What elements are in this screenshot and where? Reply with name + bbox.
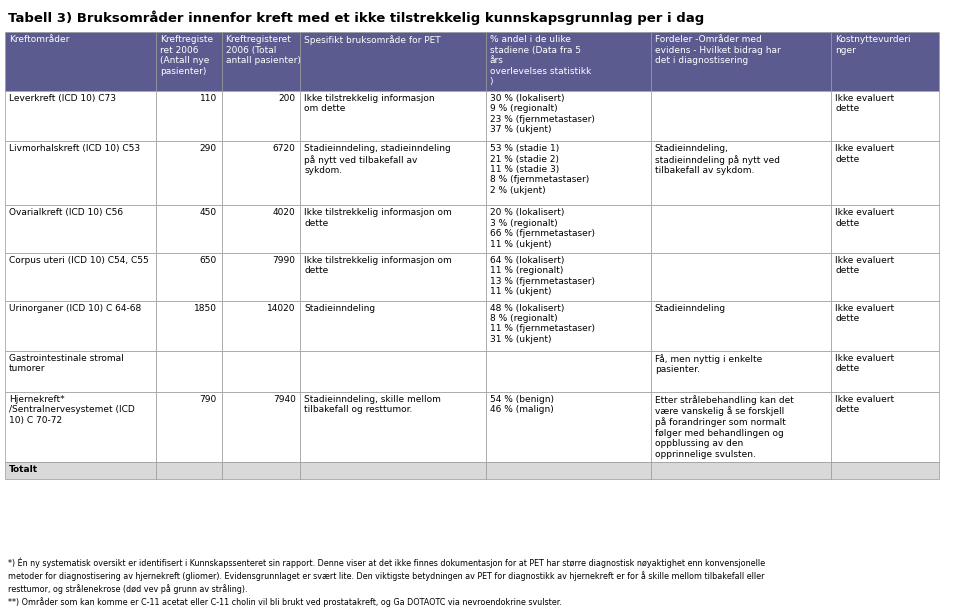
Bar (300, 141, 486, 205)
Bar (300, 462, 486, 479)
Bar (222, 351, 300, 392)
Bar (156, 253, 222, 301)
Bar (156, 351, 222, 392)
Bar (156, 141, 222, 205)
Text: resttumor, og strålenekrose (død vev på grunn av stråling).: resttumor, og strålenekrose (død vev på … (8, 584, 247, 594)
Text: 450: 450 (200, 208, 217, 218)
Bar (5, 32, 156, 91)
Bar (486, 205, 651, 253)
Text: Ikke tilstrekkelig informasjon om
dette: Ikke tilstrekkelig informasjon om dette (304, 256, 452, 276)
Text: 48 % (lokalisert)
8 % (regionalt)
11 % (fjernmetastaser)
31 % (ukjent): 48 % (lokalisert) 8 % (regionalt) 11 % (… (490, 304, 594, 344)
Text: Kreftregisteret
2006 (Total
antall pasienter): Kreftregisteret 2006 (Total antall pasie… (226, 35, 300, 65)
Text: Stadieinndeling: Stadieinndeling (655, 304, 726, 313)
Bar (156, 205, 222, 253)
Bar (486, 91, 651, 141)
Bar (5, 253, 156, 301)
Bar (5, 91, 156, 141)
Bar (156, 462, 222, 479)
Text: Kreftregiste
ret 2006
(Antall nye
pasienter): Kreftregiste ret 2006 (Antall nye pasien… (160, 35, 213, 76)
Bar (300, 351, 486, 392)
Text: Få, men nyttig i enkelte
pasienter.: Få, men nyttig i enkelte pasienter. (655, 354, 762, 374)
Text: Hjernekreft*
/Sentralnervesystemet (ICD
10) C 70-72: Hjernekreft* /Sentralnervesystemet (ICD … (9, 395, 134, 425)
Text: Leverkreft (ICD 10) C73: Leverkreft (ICD 10) C73 (9, 94, 115, 103)
Bar (5, 351, 156, 392)
Text: Kreftområder: Kreftområder (9, 35, 69, 45)
Bar (300, 301, 486, 351)
Bar (222, 141, 300, 205)
Text: Gastrointestinale stromal
tumorer: Gastrointestinale stromal tumorer (9, 354, 124, 373)
Bar (486, 392, 651, 462)
Text: 64 % (lokalisert)
11 % (regionalt)
13 % (fjernmetastaser)
11 % (ukjent): 64 % (lokalisert) 11 % (regionalt) 13 % … (490, 256, 594, 296)
Text: Ikke tilstrekkelig informasjon
om dette: Ikke tilstrekkelig informasjon om dette (304, 94, 435, 114)
Text: 110: 110 (200, 94, 217, 103)
Bar (831, 91, 939, 141)
Text: Totalt: Totalt (9, 465, 37, 474)
Text: Ikke evaluert
dette: Ikke evaluert dette (835, 354, 895, 373)
Bar (5, 205, 156, 253)
Text: Ikke tilstrekkelig informasjon om
dette: Ikke tilstrekkelig informasjon om dette (304, 208, 452, 228)
Bar (486, 141, 651, 205)
Bar (486, 462, 651, 479)
Text: 53 % (stadie 1)
21 % (stadie 2)
11 % (stadie 3)
8 % (fjernmetastaser)
2 % (ukjen: 53 % (stadie 1) 21 % (stadie 2) 11 % (st… (490, 144, 588, 195)
Bar (831, 141, 939, 205)
Bar (651, 462, 831, 479)
Text: Spesifikt bruksområde for PET: Spesifikt bruksområde for PET (304, 35, 441, 45)
Bar (222, 462, 300, 479)
Bar (5, 462, 156, 479)
Text: Corpus uteri (ICD 10) C54, C55: Corpus uteri (ICD 10) C54, C55 (9, 256, 149, 265)
Bar (486, 351, 651, 392)
Bar (651, 253, 831, 301)
Bar (222, 205, 300, 253)
Bar (831, 301, 939, 351)
Bar (651, 205, 831, 253)
Text: *) Én ny systematisk oversikt er identifisert i Kunnskapssenteret sin rapport. D: *) Én ny systematisk oversikt er identif… (8, 557, 765, 568)
Bar (222, 253, 300, 301)
Text: Tabell 3) Bruksområder innenfor kreft med et ikke tilstrekkelig kunnskapsgrunnla: Tabell 3) Bruksområder innenfor kreft me… (8, 10, 704, 25)
Bar (486, 253, 651, 301)
Bar (300, 253, 486, 301)
Text: 20 % (lokalisert)
3 % (regionalt)
66 % (fjernmetastaser)
11 % (ukjent): 20 % (lokalisert) 3 % (regionalt) 66 % (… (490, 208, 594, 249)
Text: Etter strålebehandling kan det
være vanskelig å se forskjell
på forandringer som: Etter strålebehandling kan det være vans… (655, 395, 794, 459)
Text: 790: 790 (200, 395, 217, 404)
Bar (5, 392, 156, 462)
Bar (651, 351, 831, 392)
Bar (831, 462, 939, 479)
Bar (486, 32, 651, 91)
Text: Ikke evaluert
dette: Ikke evaluert dette (835, 208, 895, 228)
Text: Kostnyttevurderi
nger: Kostnyttevurderi nger (835, 35, 911, 55)
Text: Stadieinndeling, skille mellom
tilbakefall og resttumor.: Stadieinndeling, skille mellom tilbakefa… (304, 395, 442, 414)
Bar (300, 205, 486, 253)
Text: Livmorhalskreft (ICD 10) C53: Livmorhalskreft (ICD 10) C53 (9, 144, 140, 153)
Bar (300, 392, 486, 462)
Bar (651, 141, 831, 205)
Bar (831, 351, 939, 392)
Text: Stadieinndeling, stadieinndeling
på nytt ved tilbakefall av
sykdom.: Stadieinndeling, stadieinndeling på nytt… (304, 144, 451, 175)
Text: Ikke evaluert
dette: Ikke evaluert dette (835, 395, 895, 414)
Bar (222, 32, 300, 91)
Text: 650: 650 (200, 256, 217, 265)
Text: 1850: 1850 (194, 304, 217, 313)
Bar (300, 32, 486, 91)
Bar (156, 301, 222, 351)
Text: 14020: 14020 (267, 304, 296, 313)
Text: **) Områder som kan komme er C-11 acetat eller C-11 cholin vil bli brukt ved pro: **) Områder som kan komme er C-11 acetat… (8, 598, 562, 607)
Text: Ikke evaluert
dette: Ikke evaluert dette (835, 144, 895, 164)
Bar (831, 392, 939, 462)
Text: 7990: 7990 (273, 256, 296, 265)
Bar (831, 205, 939, 253)
Bar (300, 91, 486, 141)
Text: 4020: 4020 (273, 208, 296, 218)
Text: 6720: 6720 (273, 144, 296, 153)
Bar (222, 91, 300, 141)
Text: 200: 200 (278, 94, 296, 103)
Text: 7940: 7940 (273, 395, 296, 404)
Text: Fordeler -Områder med
evidens - Hvilket bidrag har
det i diagnostisering: Fordeler -Områder med evidens - Hvilket … (655, 35, 780, 65)
Bar (651, 32, 831, 91)
Bar (5, 141, 156, 205)
Bar (222, 392, 300, 462)
Bar (156, 392, 222, 462)
Text: Ikke evaluert
dette: Ikke evaluert dette (835, 256, 895, 276)
Bar (156, 32, 222, 91)
Text: metoder for diagnostisering av hjernekreft (gliomer). Evidensgrunnlaget er svært: metoder for diagnostisering av hjernekre… (8, 571, 764, 580)
Text: % andel i de ulike
stadiene (Data fra 5
års
overlevelses statistikk
): % andel i de ulike stadiene (Data fra 5 … (490, 35, 590, 86)
